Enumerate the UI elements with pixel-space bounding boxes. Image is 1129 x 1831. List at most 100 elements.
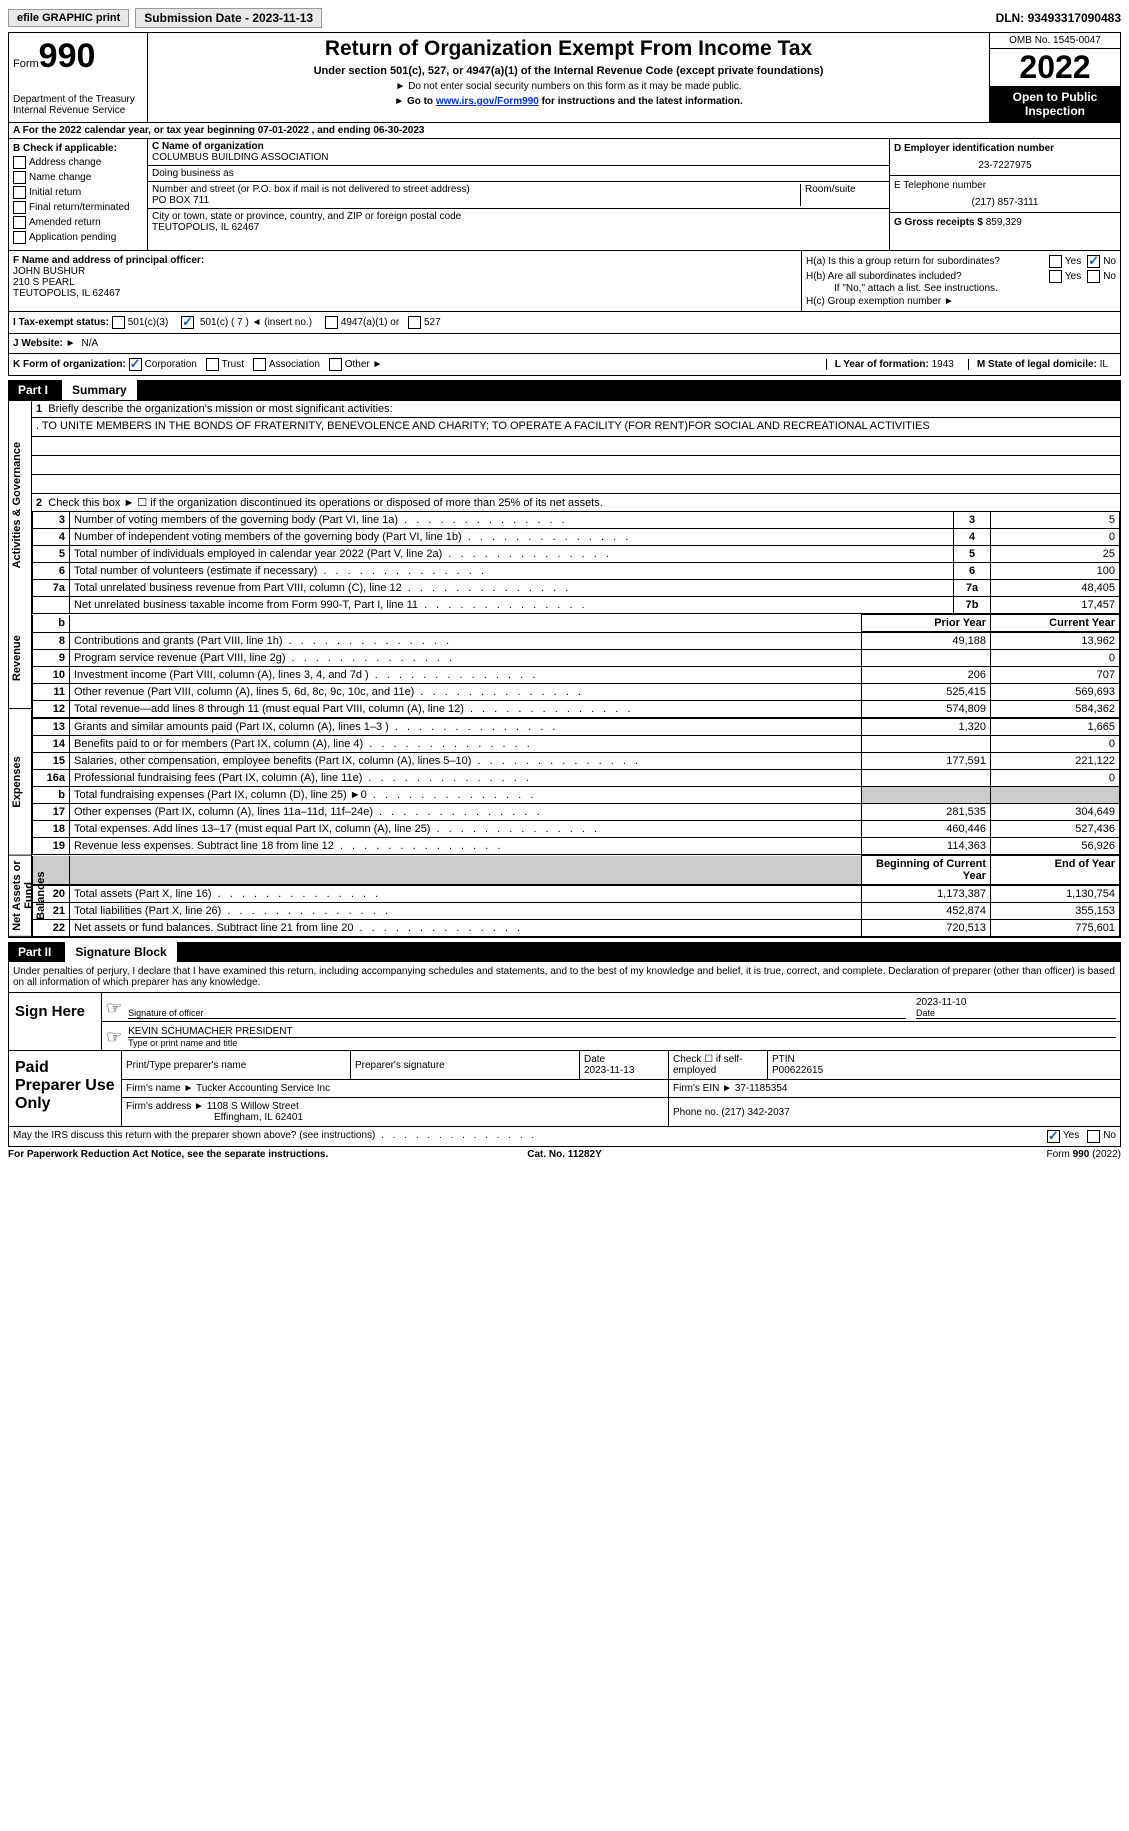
chk-hb-no[interactable] bbox=[1087, 270, 1100, 283]
part1-header: Part I Summary bbox=[8, 380, 1121, 400]
table-row: 9Program service revenue (Part VIII, lin… bbox=[33, 650, 1120, 667]
website: N/A bbox=[82, 338, 99, 349]
firm-addr1: 1108 S Willow Street bbox=[207, 1101, 299, 1112]
chk-association[interactable] bbox=[253, 358, 266, 371]
telephone: (217) 857-3111 bbox=[894, 197, 1116, 208]
top-bar: efile GRAPHIC print Submission Date - 20… bbox=[8, 8, 1121, 28]
form-link-line: Go to www.irs.gov/Form990 for instructio… bbox=[152, 96, 985, 107]
box-b: B Check if applicable: Address change Na… bbox=[9, 139, 148, 250]
chk-501c3[interactable] bbox=[112, 316, 125, 329]
officer-name: JOHN BUSHUR bbox=[13, 266, 797, 277]
chk-hb-yes[interactable] bbox=[1049, 270, 1062, 283]
table-row: Net unrelated business taxable income fr… bbox=[33, 597, 1120, 614]
officer-addr2: TEUTOPOLIS, IL 62467 bbox=[13, 288, 797, 299]
tab-activities-governance: Activities & Governance bbox=[9, 401, 32, 609]
table-begin-end-header: Beginning of Current Year End of Year bbox=[32, 855, 1120, 885]
table-row: 18Total expenses. Add lines 13–17 (must … bbox=[33, 821, 1120, 838]
tab-revenue: Revenue bbox=[9, 609, 32, 709]
tax-year: 2022 bbox=[990, 49, 1120, 86]
submission-date: Submission Date - 2023-11-13 bbox=[135, 8, 322, 28]
chk-initial-return[interactable] bbox=[13, 186, 26, 199]
table-governance: 3Number of voting members of the governi… bbox=[32, 511, 1120, 614]
tab-net-assets: Net Assets or Fund Balances bbox=[9, 855, 32, 937]
ptin: P00622615 bbox=[772, 1065, 823, 1076]
table-row: 7aTotal unrelated business revenue from … bbox=[33, 580, 1120, 597]
gross-receipts: 859,329 bbox=[986, 217, 1022, 228]
irs-link[interactable]: www.irs.gov/Form990 bbox=[436, 96, 539, 107]
pointer-icon: ☞ bbox=[106, 998, 122, 1019]
form-note-ssn: Do not enter social security numbers on … bbox=[152, 81, 985, 92]
table-row: 5Total number of individuals employed in… bbox=[33, 546, 1120, 563]
part1-body: Activities & Governance Revenue Expenses… bbox=[8, 400, 1121, 938]
prep-date: 2023-11-13 bbox=[584, 1065, 634, 1076]
table-row: 14Benefits paid to or for members (Part … bbox=[33, 736, 1120, 753]
table-row: 6Total number of volunteers (estimate if… bbox=[33, 563, 1120, 580]
chk-corporation[interactable] bbox=[129, 358, 142, 371]
officer-print-name: KEVIN SCHUMACHER PRESIDENT bbox=[128, 1026, 1116, 1037]
firm-phone: (217) 342-2037 bbox=[721, 1107, 789, 1118]
table-net-assets: 20Total assets (Part X, line 16)1,173,38… bbox=[32, 885, 1120, 937]
table-row: 10Investment income (Part VIII, column (… bbox=[33, 667, 1120, 684]
chk-ha-yes[interactable] bbox=[1049, 255, 1062, 268]
box-f: F Name and address of principal officer:… bbox=[9, 251, 802, 311]
chk-527[interactable] bbox=[408, 316, 421, 329]
chk-final-return[interactable] bbox=[13, 201, 26, 214]
year-formation: 1943 bbox=[932, 359, 954, 370]
pointer-icon: ☞ bbox=[106, 1027, 122, 1048]
chk-discuss-yes[interactable] bbox=[1047, 1130, 1060, 1143]
form-word: Form bbox=[13, 58, 39, 70]
department: Department of the Treasury Internal Reve… bbox=[13, 94, 143, 116]
form-title: Return of Organization Exempt From Incom… bbox=[152, 37, 985, 61]
efile-print-button[interactable]: efile GRAPHIC print bbox=[8, 9, 129, 27]
firm-addr2: Effingham, IL 62401 bbox=[214, 1112, 303, 1123]
form-subtitle: Under section 501(c), 527, or 4947(a)(1)… bbox=[152, 65, 985, 77]
block-bcd: B Check if applicable: Address change Na… bbox=[8, 139, 1121, 251]
mission: . TO UNITE MEMBERS IN THE BONDS OF FRATE… bbox=[32, 418, 1120, 437]
table-row: 17Other expenses (Part IX, column (A), l… bbox=[33, 804, 1120, 821]
row-j-website: J Website: ► N/A bbox=[8, 334, 1121, 354]
table-row: bTotal fundraising expenses (Part IX, co… bbox=[33, 787, 1120, 804]
table-row: 21Total liabilities (Part X, line 26)452… bbox=[33, 903, 1120, 920]
row-a-tax-year: A For the 2022 calendar year, or tax yea… bbox=[8, 123, 1121, 139]
table-row: 8Contributions and grants (Part VIII, li… bbox=[33, 633, 1120, 650]
street-address: PO BOX 711 bbox=[152, 195, 796, 206]
table-row: 11Other revenue (Part VIII, column (A), … bbox=[33, 684, 1120, 701]
table-row: 3Number of voting members of the governi… bbox=[33, 512, 1120, 529]
tab-expenses: Expenses bbox=[9, 710, 32, 856]
chk-application-pending[interactable] bbox=[13, 231, 26, 244]
chk-4947[interactable] bbox=[325, 316, 338, 329]
box-c: C Name of organization COLUMBUS BUILDING… bbox=[148, 139, 890, 250]
table-row: 20Total assets (Part X, line 16)1,173,38… bbox=[33, 886, 1120, 903]
chk-amended-return[interactable] bbox=[13, 216, 26, 229]
open-to-public: Open to Public Inspection bbox=[990, 86, 1120, 122]
table-expenses: 13Grants and similar amounts paid (Part … bbox=[32, 718, 1120, 855]
table-revenue: 8Contributions and grants (Part VIII, li… bbox=[32, 632, 1120, 718]
table-prior-current-header: b Prior Year Current Year bbox=[32, 614, 1120, 632]
ein: 23-7227975 bbox=[894, 160, 1116, 171]
paid-preparer-label: Paid Preparer Use Only bbox=[9, 1051, 122, 1126]
chk-name-change[interactable] bbox=[13, 171, 26, 184]
self-employed-check[interactable]: Check ☐ if self-employed bbox=[669, 1051, 768, 1080]
table-row: 19Revenue less expenses. Subtract line 1… bbox=[33, 838, 1120, 855]
sign-here-block: Sign Here ☞ Signature of officer 2023-11… bbox=[8, 993, 1121, 1051]
chk-address-change[interactable] bbox=[13, 156, 26, 169]
chk-ha-no[interactable] bbox=[1087, 255, 1100, 268]
chk-discuss-no[interactable] bbox=[1087, 1130, 1100, 1143]
form-header: Form990 Department of the Treasury Inter… bbox=[8, 32, 1121, 123]
part2-header: Part II Signature Block bbox=[8, 942, 1121, 962]
block-fh: F Name and address of principal officer:… bbox=[8, 251, 1121, 312]
state-domicile: IL bbox=[1100, 359, 1108, 370]
chk-other[interactable] bbox=[329, 358, 342, 371]
chk-trust[interactable] bbox=[206, 358, 219, 371]
table-row: 16aProfessional fundraising fees (Part I… bbox=[33, 770, 1120, 787]
table-row: 12Total revenue—add lines 8 through 11 (… bbox=[33, 701, 1120, 718]
form-number: 990 bbox=[39, 37, 96, 75]
box-d: D Employer identification number 23-7227… bbox=[890, 139, 1120, 250]
omb-number: OMB No. 1545-0047 bbox=[990, 33, 1120, 49]
city-state-zip: TEUTOPOLIS, IL 62467 bbox=[152, 222, 885, 233]
penalties-declaration: Under penalties of perjury, I declare th… bbox=[8, 962, 1121, 993]
discuss-row: May the IRS discuss this return with the… bbox=[8, 1127, 1121, 1147]
row-i-tax-exempt: I Tax-exempt status: 501(c)(3) 501(c) ( … bbox=[8, 312, 1121, 334]
org-name: COLUMBUS BUILDING ASSOCIATION bbox=[152, 152, 885, 163]
chk-501c[interactable] bbox=[181, 316, 194, 329]
